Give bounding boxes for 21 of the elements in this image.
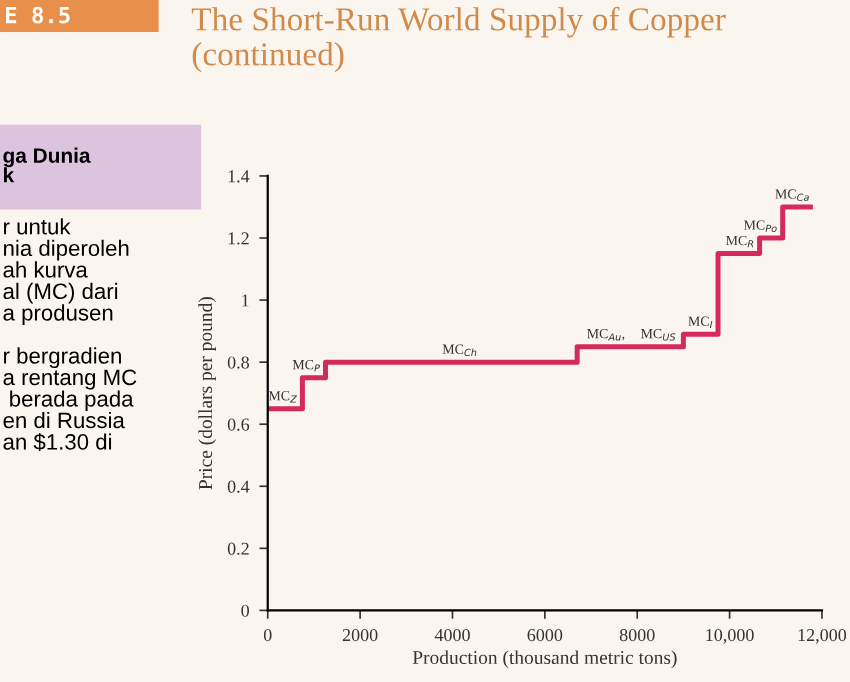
y-tick-label: 0.4 [227,480,250,493]
x-tick-label: 6000 [527,628,563,642]
y-tick-label: 1.2 [228,232,249,245]
x-tick-label: 10,000 [706,628,754,644]
y-tick-label: 1.4 [228,170,250,183]
x-axis-title: Production (thousand metric tons) [412,650,677,669]
y-tick-label: 0 [241,604,250,617]
y-axis-title: Price (dollars per pound) [198,297,217,490]
text: E 8.5 [6,6,70,24]
x-tick-label: 2000 [342,628,378,642]
x-tick-label: 8000 [619,628,655,642]
x-tick-label: 12,000 [798,628,847,644]
x-tick-label: 0 [263,628,272,642]
y-tick-label: 0.2 [227,542,249,555]
chart-title: The Short-Run World Supply of Copper (continued) [191,6,726,73]
text: ga Dunia k [3,147,91,183]
y-tick-label: 0.8 [227,356,250,369]
x-tick-label: 4000 [434,628,470,642]
text: r untuk nia diperoleh ah kurva al (MC) dari a produsen r bergradien a rentang MC berada pada en di Russia an $1.30 di [3,218,137,452]
y-tick-label: 0.6 [227,418,250,431]
y-tick-label: 1 [242,294,249,307]
